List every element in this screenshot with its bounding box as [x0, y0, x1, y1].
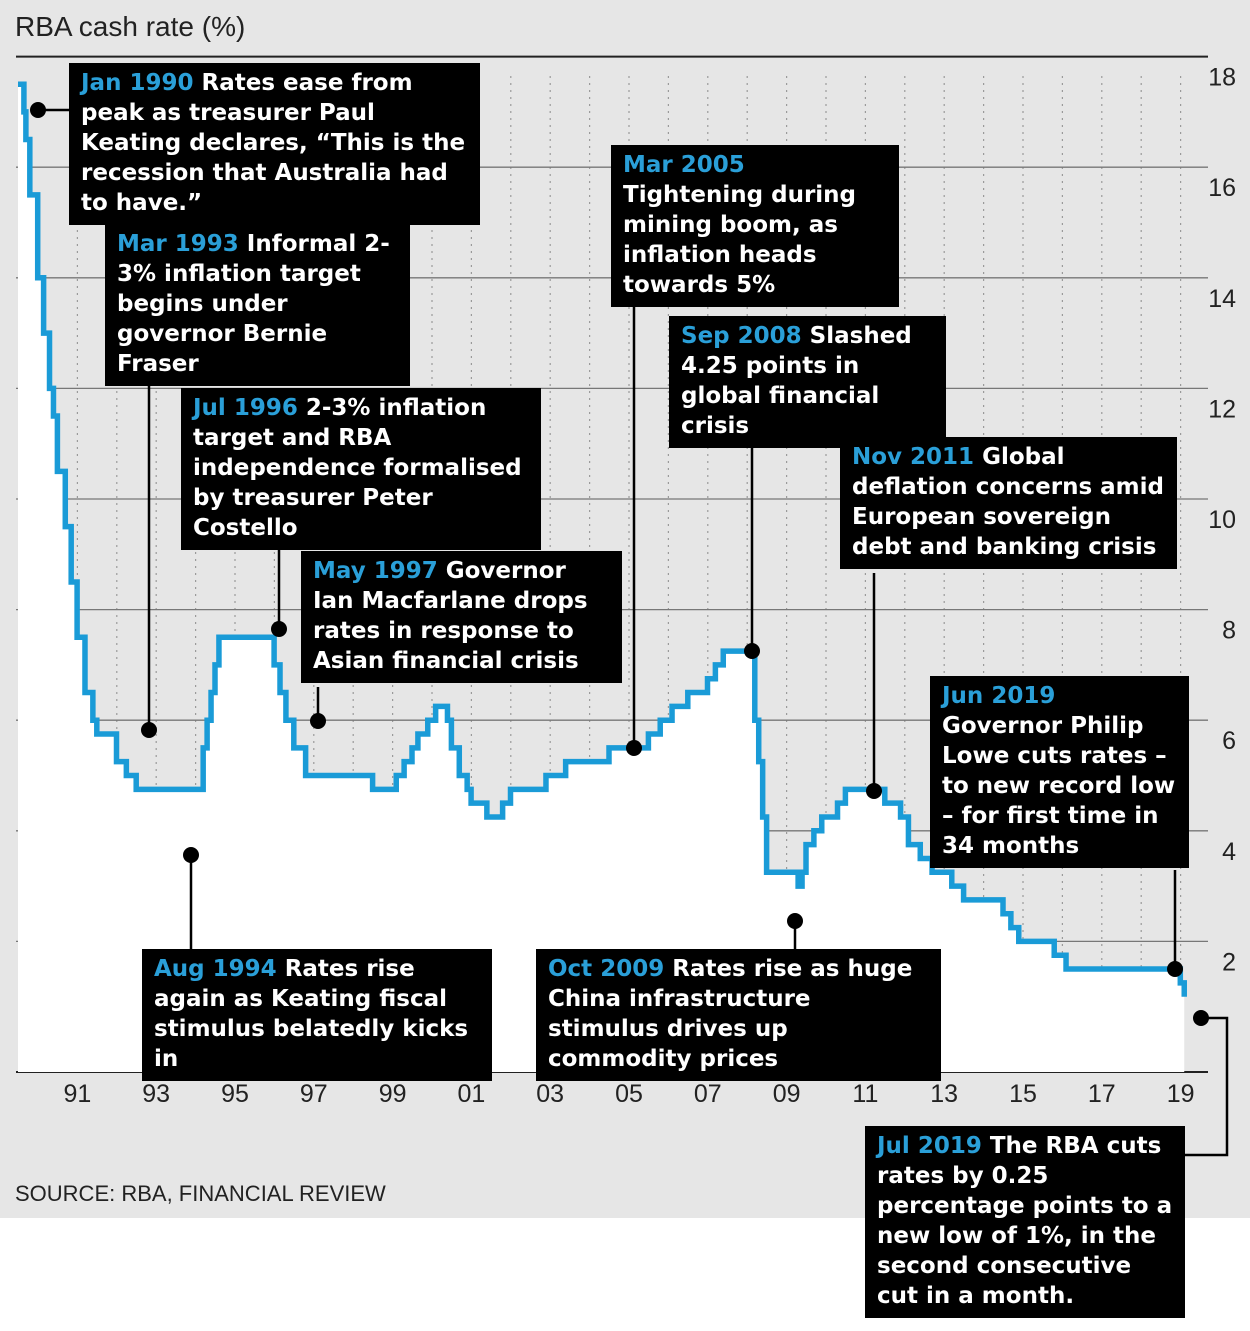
x-tick-label: 07: [694, 1080, 722, 1108]
x-tick-label: 13: [930, 1080, 958, 1108]
source-note: SOURCE: RBA, FINANCIAL REVIEW: [15, 1181, 386, 1206]
y-tick-label: 14: [1208, 285, 1236, 313]
annotation-date: Nov 2011: [852, 444, 975, 470]
annotation-text: Global deflation concerns amid European …: [852, 444, 1164, 560]
annotation-mar-1993: Mar 1993 Informal 2-3% inflation target …: [105, 224, 410, 386]
annotation-text: Governor Philip Lowe cuts rates – to new…: [942, 713, 1176, 859]
marker-dot: [1167, 961, 1183, 977]
marker-dot: [787, 913, 803, 929]
y-tick-label: 10: [1208, 506, 1236, 534]
annotation-jul-2019: Jul 2019 The RBA cuts rates by 0.25 perc…: [865, 1126, 1185, 1318]
marker-dot: [866, 783, 882, 799]
x-tick-label: 99: [379, 1080, 407, 1108]
chart-title: RBA cash rate (%): [15, 11, 246, 42]
leader-jul-2019: [1185, 1016, 1229, 1157]
x-tick-label: 03: [536, 1080, 564, 1108]
x-tick-label: 17: [1088, 1080, 1116, 1108]
y-tick-label: 18: [1208, 64, 1236, 92]
y-tick-label: 12: [1208, 395, 1236, 423]
annotation-text: Slashed 4.25 points in global financial …: [681, 323, 912, 439]
x-tick-label: 01: [457, 1080, 485, 1108]
annotation-date: Jul 1996: [193, 395, 298, 421]
annotation-nov-2011: Nov 2011 Global deflation concerns amid …: [840, 437, 1177, 569]
marker-dot: [183, 847, 199, 863]
annotation-date: Oct 2009: [548, 956, 665, 982]
x-tick-label: 97: [300, 1080, 328, 1108]
marker-dot: [30, 102, 46, 118]
y-tick-label: 2: [1222, 948, 1236, 976]
annotation-mar-2005: Mar 2005 Tightening during mining boom, …: [611, 145, 899, 307]
marker-dot: [744, 643, 760, 659]
annotation-may-1997: May 1997 Governor Ian Macfarlane drops r…: [301, 551, 622, 683]
annotation-text: Governor Ian Macfarlane drops rates in r…: [313, 558, 588, 674]
annotation-sep-2008: Sep 2008 Slashed 4.25 points in global f…: [669, 316, 946, 448]
marker-dot: [271, 621, 287, 637]
x-tick-label: 11: [852, 1080, 878, 1108]
y-tick-label: 16: [1208, 174, 1236, 202]
annotation-date: Sep 2008: [681, 323, 802, 349]
annotation-text: Tightening during mining boom, as inflat…: [623, 182, 857, 298]
annotation-aug-1994: Aug 1994 Rates rise again as Keating fis…: [142, 949, 492, 1081]
marker-dot: [1193, 1010, 1209, 1026]
annotation-text: Rates ease from peak as treasurer Paul K…: [81, 70, 466, 216]
x-tick-label: 91: [63, 1080, 91, 1108]
x-tick-label: 93: [142, 1080, 170, 1108]
y-tick-label: 6: [1222, 727, 1236, 755]
annotation-date: Jan 1990: [81, 70, 194, 96]
annotation-text: Rates rise as huge China infrastructure …: [548, 956, 913, 1072]
annotation-text: Informal 2-3% inflation target begins un…: [117, 231, 390, 377]
series-line: [18, 81, 1187, 997]
x-tick-label: 19: [1167, 1080, 1195, 1108]
annotation-jul-1996: Jul 1996 2-3% inflation target and RBA i…: [181, 388, 541, 550]
annotation-date: Mar 2005: [623, 152, 745, 178]
annotation-oct-2009: Oct 2009 Rates rise as huge China infras…: [536, 949, 941, 1081]
annotation-jan-1990: Jan 1990 Rates ease from peak as treasur…: [69, 63, 480, 225]
x-tick-label: 05: [615, 1080, 643, 1108]
y-tick-label: 4: [1222, 838, 1236, 866]
annotation-text: The RBA cuts rates by 0.25 percentage po…: [877, 1133, 1173, 1309]
x-tick-label: 15: [1009, 1080, 1037, 1108]
area-below-line: [18, 84, 1185, 1072]
x-tick-label: 95: [221, 1080, 249, 1108]
marker-dot: [626, 740, 642, 756]
annotation-text: 2-3% inflation target and RBA independen…: [193, 395, 522, 541]
annotation-date: Mar 1993: [117, 231, 239, 257]
annotation-date: Aug 1994: [154, 956, 277, 982]
annotation-date: Jun 2019: [942, 683, 1056, 709]
annotation-date: Jul 2019: [877, 1133, 982, 1159]
annotation-text: Rates rise again as Keating fiscal stimu…: [154, 956, 469, 1072]
y-tick-label: 8: [1222, 617, 1236, 645]
marker-dot: [310, 713, 326, 729]
annotation-jun-2019: Jun 2019 Governor Philip Lowe cuts rates…: [930, 676, 1189, 868]
annotation-date: May 1997: [313, 558, 438, 584]
marker-dot: [141, 722, 157, 738]
x-tick-label: 09: [773, 1080, 801, 1108]
